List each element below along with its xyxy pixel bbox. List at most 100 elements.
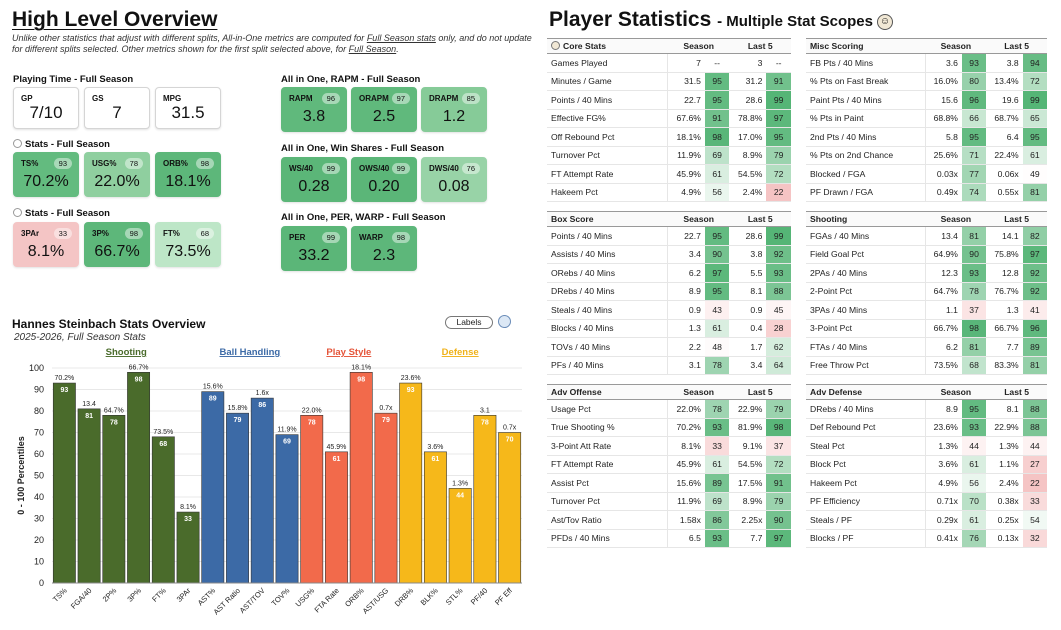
bar-value-label: 66.7% xyxy=(129,364,149,371)
last5-value: 28.6 xyxy=(729,90,767,110)
season-value: 22.7 xyxy=(667,226,705,246)
season-value: 5.8 xyxy=(924,127,962,147)
table-row: Blocks / PF 0.41x 76 0.13x 32 xyxy=(806,529,1047,548)
3par-percentile: 33 xyxy=(53,228,72,239)
last5-column-header[interactable]: Last 5 xyxy=(986,38,1047,54)
season-column-header[interactable]: Season xyxy=(667,384,730,400)
person-icon[interactable]: ☺ xyxy=(876,14,893,30)
table-row: PFs / 40 Mins 3.1 78 3.4 64 xyxy=(547,356,791,375)
last5-value: 54.5% xyxy=(729,455,767,474)
stats-section-2-label[interactable]: Stats - Full Season xyxy=(13,208,110,219)
table-title[interactable]: Misc Scoring xyxy=(806,38,926,54)
bar-value-label: 1.6x xyxy=(256,390,270,397)
season-value: 8.1% xyxy=(667,436,705,456)
playing-time-label: Playing Time - Full Season xyxy=(13,74,134,85)
season-percentile: 70 xyxy=(961,492,987,511)
season-value: 3.6 xyxy=(924,53,962,73)
table-row: Minutes / Game 31.5 95 31.2 91 xyxy=(547,72,791,91)
season-percentile: 71 xyxy=(961,146,987,165)
stat-name: Minutes / Game xyxy=(547,72,668,91)
table-title[interactable]: Box Score xyxy=(547,211,668,227)
season-column-header[interactable]: Season xyxy=(925,38,987,54)
last5-percentile: 88 xyxy=(1022,399,1047,419)
labels-toggle-button[interactable]: Labels xyxy=(445,316,493,329)
season-column-header[interactable]: Season xyxy=(667,211,730,227)
season-percentile: 91 xyxy=(704,109,730,128)
season-percentile: 61 xyxy=(961,510,987,530)
warp-card: WARP 98 2.3 xyxy=(351,226,417,271)
ws40-percentile: 99 xyxy=(321,163,340,174)
table-row: FT Attempt Rate 45.9% 61 54.5% 72 xyxy=(547,455,791,474)
per-percentile: 99 xyxy=(321,232,340,243)
ows40-card: OWS/40 99 0.20 xyxy=(351,157,417,202)
warp-label: WARP xyxy=(359,233,383,242)
last5-value: 5.5 xyxy=(729,263,767,283)
table-title[interactable]: Adv Defense xyxy=(806,384,926,400)
season-percentile: 69 xyxy=(704,492,730,511)
season-percentile: 56 xyxy=(704,183,730,202)
x-tick-label: TOV% xyxy=(270,586,292,608)
gp-label: GP xyxy=(21,94,33,103)
table-row: Def Rebound Pct 23.6% 93 22.9% 88 xyxy=(806,418,1047,437)
last5-value: 22.4% xyxy=(986,146,1023,165)
table-row: DRebs / 40 Mins 8.9 95 8.1 88 xyxy=(806,399,1047,419)
dws40-card: DWS/40 76 0.08 xyxy=(421,157,487,202)
season-column-header[interactable]: Season xyxy=(667,38,730,54)
table-row: Block Pct 3.6% 61 1.1% 27 xyxy=(806,455,1047,474)
stat-name: DRebs / 40 Mins xyxy=(806,399,926,419)
season-percentile: 93 xyxy=(704,529,730,548)
last5-value: 17.5% xyxy=(729,473,767,493)
mpg-label: MPG xyxy=(163,94,182,103)
season-column-header[interactable]: Season xyxy=(925,384,987,400)
season-value: 15.6 xyxy=(924,90,962,110)
table-title[interactable]: Shooting xyxy=(806,211,926,227)
last5-column-header[interactable]: Last 5 xyxy=(729,38,791,54)
stats-section-1-label[interactable]: Stats - Full Season xyxy=(13,139,110,150)
ft-pct-card: FT% 68 73.5% xyxy=(155,222,221,267)
group-label: Play Style xyxy=(326,347,371,358)
last5-value: 7.7 xyxy=(729,529,767,548)
table-row: ORebs / 40 Mins 6.2 97 5.5 93 xyxy=(547,263,791,283)
bar-percentile-label: 98 xyxy=(357,376,365,383)
stat-name: Field Goal Pct xyxy=(806,245,926,264)
stat-name: Steals / 40 Mins xyxy=(547,300,668,320)
stat-name: 2-Point Pct xyxy=(806,282,926,301)
last5-percentile: 93 xyxy=(766,263,791,283)
season-value: 31.5 xyxy=(667,72,705,91)
last5-percentile: 79 xyxy=(766,146,791,165)
table-title[interactable]: Core Stats xyxy=(547,38,668,54)
last5-column-header[interactable]: Last 5 xyxy=(729,211,791,227)
last5-value: 7.7 xyxy=(986,337,1023,357)
last5-value: 13.4% xyxy=(986,72,1023,91)
season-value: 0.9 xyxy=(667,300,705,320)
table-row: Blocks / 40 Mins 1.3 61 0.4 28 xyxy=(547,319,791,338)
table-title-text: Adv Offense xyxy=(551,387,602,397)
season-column-header[interactable]: Season xyxy=(925,211,987,227)
stat-name: PF Drawn / FGA xyxy=(806,183,926,202)
last5-value: 9.1% xyxy=(729,436,767,456)
stat-name: 2PAs / 40 Mins xyxy=(806,263,926,283)
season-percentile: 95 xyxy=(961,399,987,419)
radio-icon[interactable] xyxy=(13,139,22,148)
bar xyxy=(399,382,423,584)
last5-value: 8.1 xyxy=(729,282,767,301)
last5-column-header[interactable]: Last 5 xyxy=(729,384,791,400)
season-value: 25.6% xyxy=(924,146,962,165)
season-value: 6.5 xyxy=(667,529,705,548)
last5-percentile: 92 xyxy=(1022,282,1047,301)
radio-icon[interactable] xyxy=(13,208,22,217)
last5-column-header[interactable]: Last 5 xyxy=(986,211,1047,227)
gp-value: 7/10 xyxy=(29,103,63,122)
last5-column-header[interactable]: Last 5 xyxy=(986,384,1047,400)
bar xyxy=(201,391,225,584)
last5-percentile: 65 xyxy=(1022,109,1047,128)
bar xyxy=(250,397,274,584)
table-row: Turnover Pct 11.9% 69 8.9% 79 xyxy=(547,146,791,165)
last5-value: 2.25x xyxy=(729,510,767,530)
last5-value: 76.7% xyxy=(986,282,1023,301)
labels-toggle-switch[interactable] xyxy=(498,315,511,328)
season-percentile: 74 xyxy=(961,183,987,202)
per-value: 33.2 xyxy=(298,247,330,264)
table-title[interactable]: Adv Offense xyxy=(547,384,668,400)
dws40-label: DWS/40 xyxy=(429,164,459,173)
